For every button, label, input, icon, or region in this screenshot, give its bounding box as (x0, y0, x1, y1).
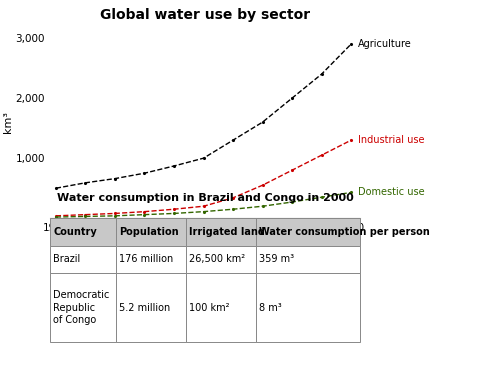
Bar (50, 246, 116, 273)
Bar (50, 218, 116, 246)
Text: Irrigated land: Irrigated land (189, 227, 265, 237)
Text: Agriculture: Agriculture (358, 39, 412, 49)
Text: 359 m³: 359 m³ (258, 254, 294, 264)
Text: Country: Country (53, 227, 97, 237)
Bar (116, 273, 186, 342)
Text: 5.2 million: 5.2 million (120, 302, 170, 312)
Text: Population: Population (120, 227, 179, 237)
Title: Global water use by sector: Global water use by sector (100, 8, 310, 22)
Y-axis label: km³: km³ (3, 111, 13, 133)
Bar (50, 273, 116, 342)
Bar (116, 218, 186, 246)
Text: Water consumption per person: Water consumption per person (258, 227, 430, 237)
Text: Democratic
Republic
of Congo: Democratic Republic of Congo (53, 290, 110, 325)
Text: Industrial use: Industrial use (358, 135, 424, 145)
Text: 176 million: 176 million (120, 254, 174, 264)
Bar (256, 273, 360, 342)
Bar (256, 218, 360, 246)
Bar (186, 218, 256, 246)
Text: 26,500 km²: 26,500 km² (189, 254, 245, 264)
Bar (256, 246, 360, 273)
Bar (186, 273, 256, 342)
Text: Water consumption in Brazil and Congo in 2000: Water consumption in Brazil and Congo in… (56, 193, 354, 203)
Bar (186, 246, 256, 273)
Bar (116, 246, 186, 273)
Text: 100 km²: 100 km² (189, 302, 230, 312)
Text: Domestic use: Domestic use (358, 187, 424, 198)
Text: 8 m³: 8 m³ (258, 302, 281, 312)
Text: Brazil: Brazil (53, 254, 80, 264)
